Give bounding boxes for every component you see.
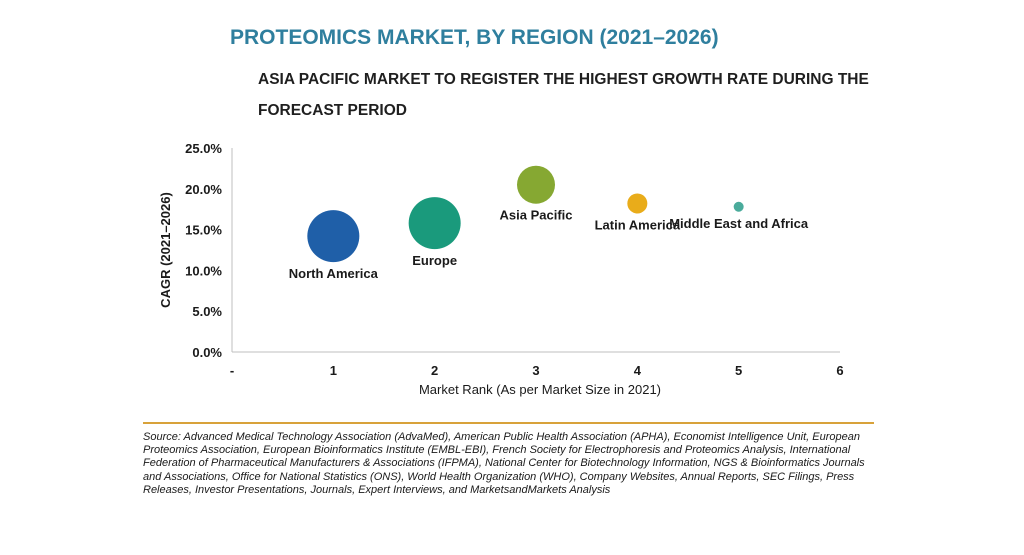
x-tick-label: 1 — [330, 363, 337, 378]
bubble-label: North America — [289, 266, 379, 281]
bubble-point — [517, 165, 555, 204]
bubble-point — [627, 193, 648, 214]
x-tick-label: 4 — [634, 363, 642, 378]
bubble-point — [733, 201, 744, 212]
x-tick-label: 3 — [532, 363, 539, 378]
x-tick-label: 5 — [735, 363, 742, 378]
x-axis-title: Market Rank (As per Market Size in 2021) — [419, 382, 661, 397]
x-tick-label: 2 — [431, 363, 438, 378]
y-tick-label: 15.0% — [185, 223, 222, 238]
y-tick-label: 0.0% — [192, 345, 222, 360]
footer-divider — [143, 422, 874, 424]
bubble-label: Middle East and Africa — [669, 216, 809, 231]
chart-title: PROTEOMICS MARKET, BY REGION (2021–2026) — [230, 26, 719, 49]
y-tick-label: 10.0% — [185, 263, 222, 278]
y-tick-label: 25.0% — [185, 141, 222, 156]
bubble-label: Latin America — [595, 217, 681, 232]
bubble-label: Asia Pacific — [500, 208, 573, 223]
x-tick-label: - — [230, 363, 234, 378]
y-axis-title: CAGR (2021–2026) — [158, 192, 173, 308]
source-note: Source: Advanced Medical Technology Asso… — [143, 431, 865, 496]
chart-subtitle: ASIA PACIFIC MARKET TO REGISTER THE HIGH… — [258, 71, 869, 119]
bubble-label: Europe — [412, 253, 457, 268]
bubble-point — [307, 210, 360, 263]
y-tick-label: 20.0% — [185, 182, 222, 197]
bubble-point — [408, 197, 461, 250]
x-tick-label: 6 — [836, 363, 843, 378]
y-tick-label: 5.0% — [192, 304, 222, 319]
